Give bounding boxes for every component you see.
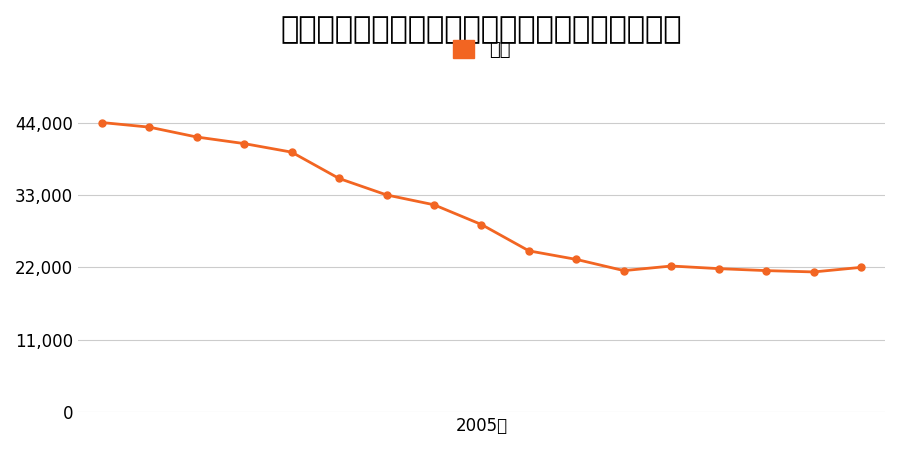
Title: 愛知県春日井市黒鉾町字大久手７６番の地価推移: 愛知県春日井市黒鉾町字大久手７６番の地価推移: [281, 15, 682, 44]
Legend: 価格: 価格: [446, 32, 518, 66]
